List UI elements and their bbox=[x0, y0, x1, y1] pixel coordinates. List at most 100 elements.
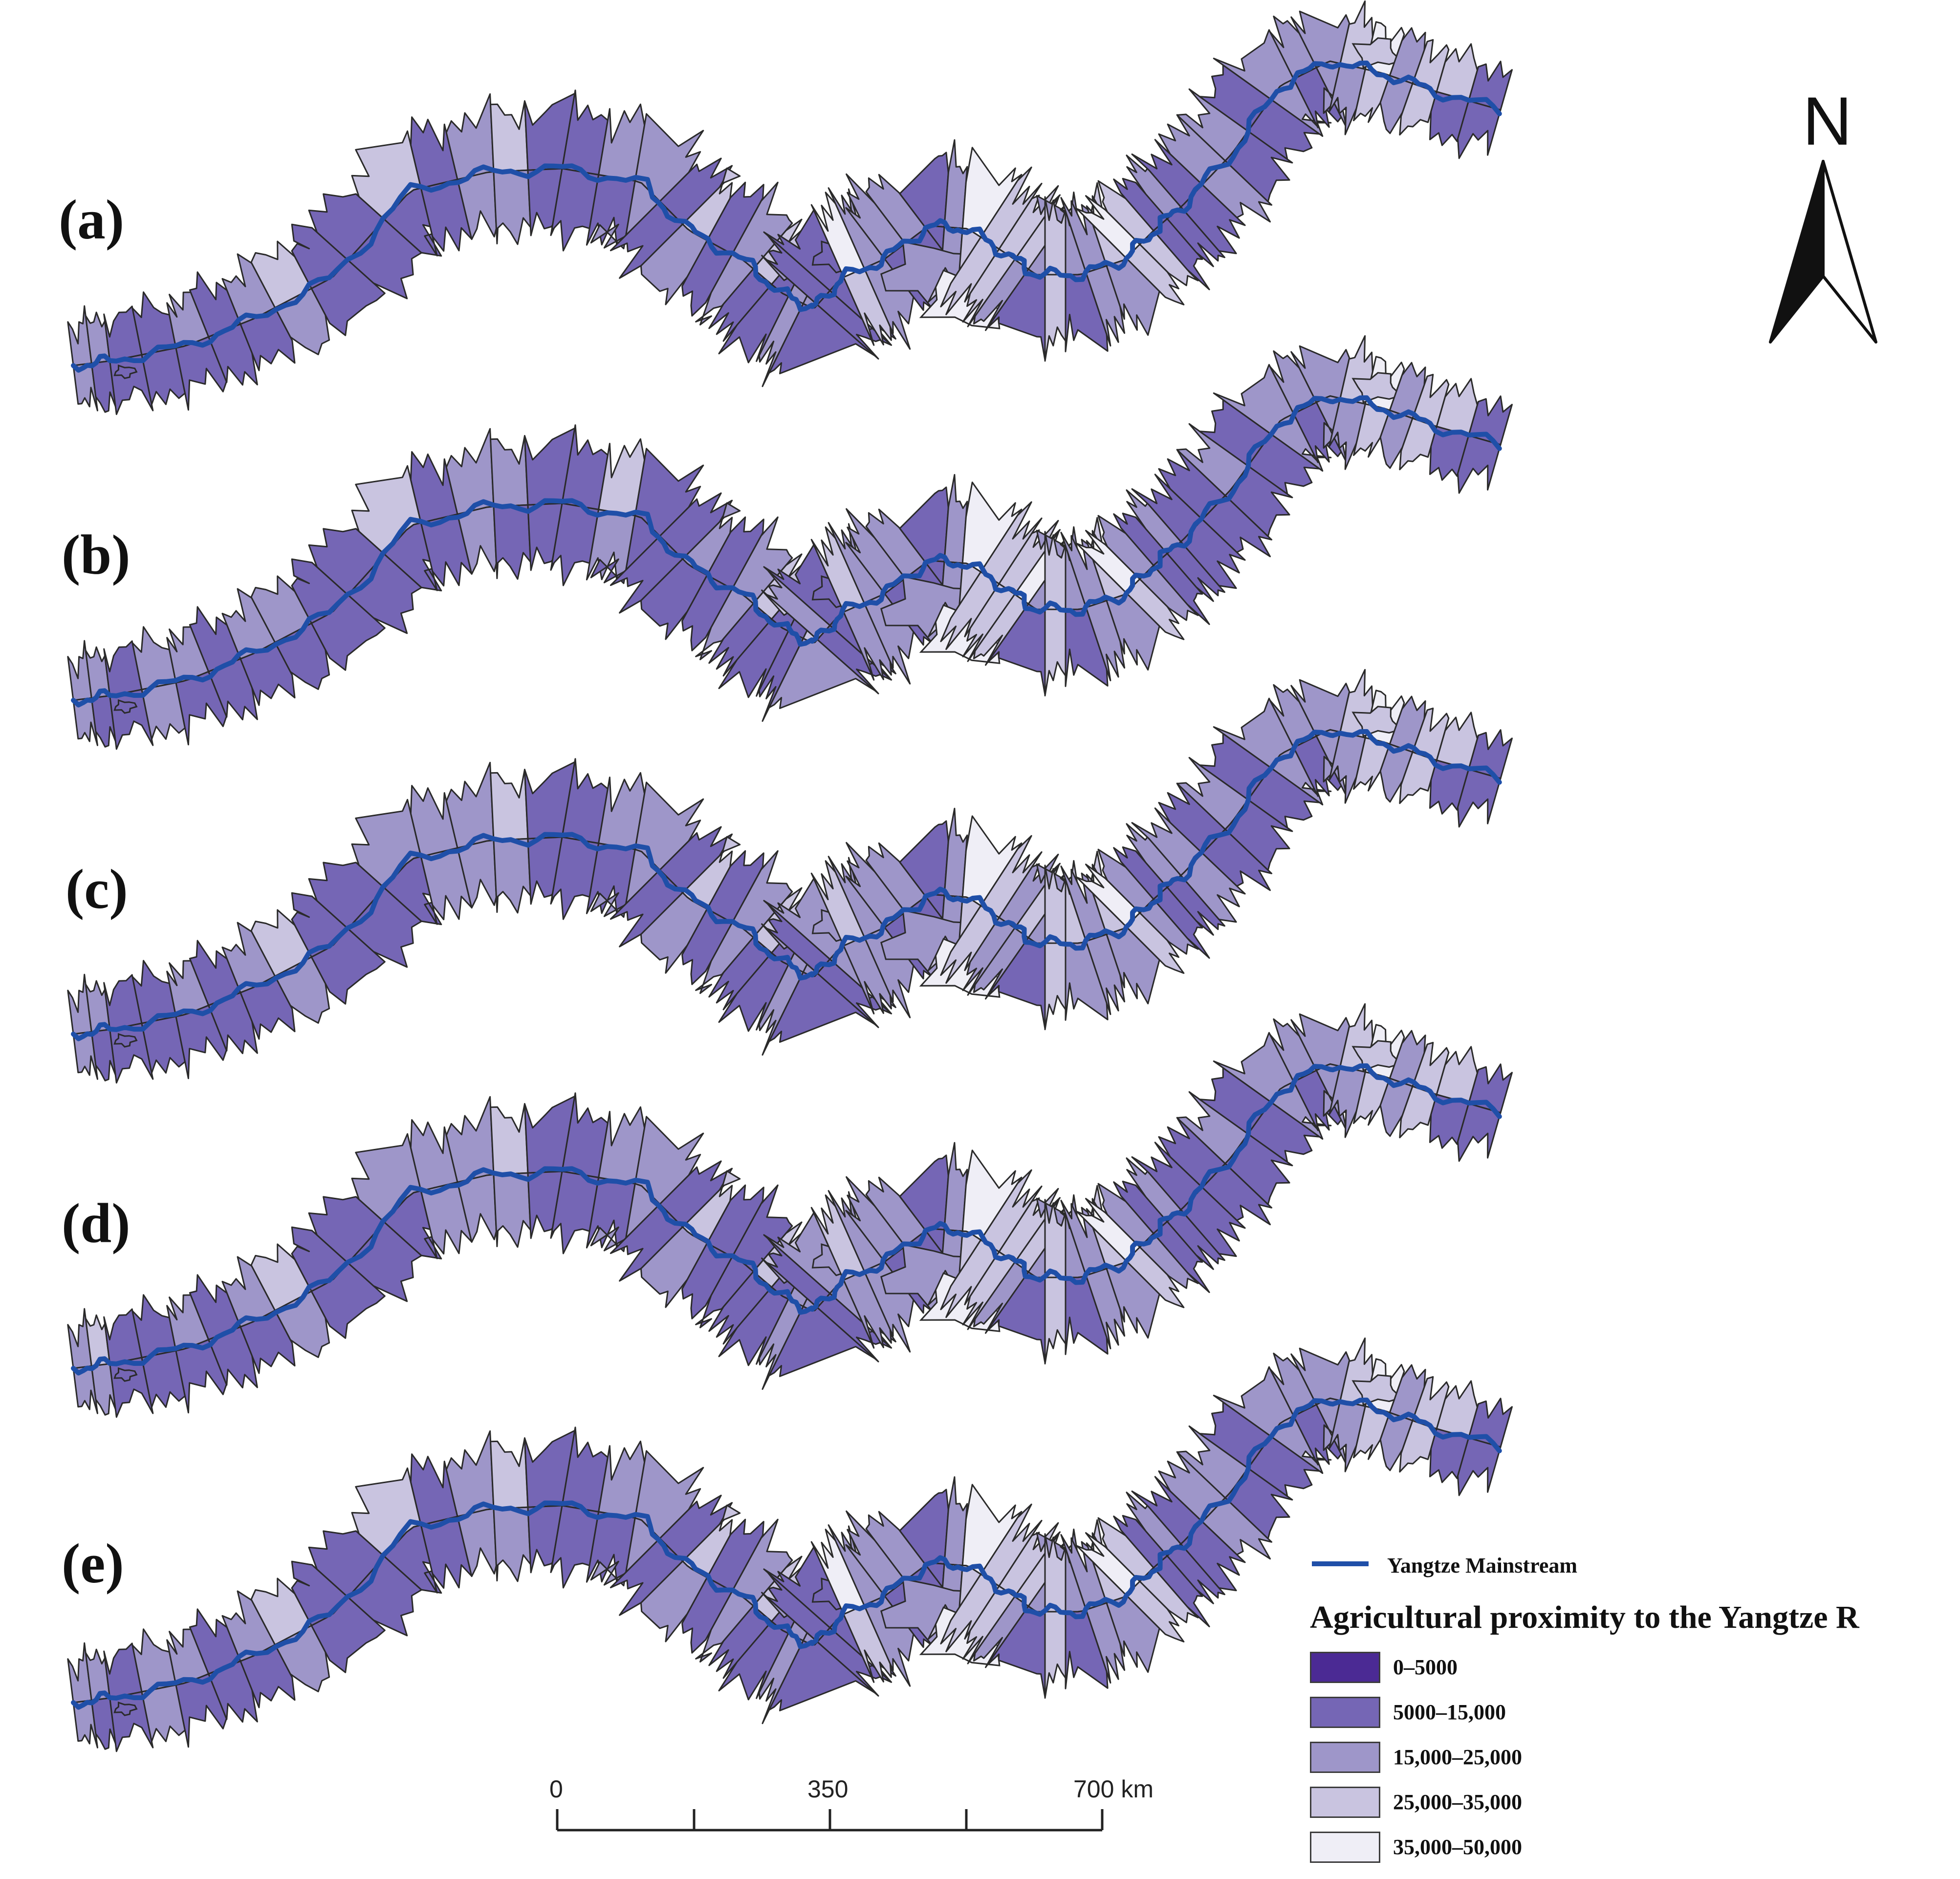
map-panel bbox=[67, 669, 1513, 1084]
legend-label: 0–5000 bbox=[1393, 1655, 1458, 1679]
legend-swatch bbox=[1310, 1652, 1380, 1683]
county-polygon bbox=[1201, 160, 1273, 223]
legend-river-label: Yangtze Mainstream bbox=[1387, 1554, 1577, 1577]
county-polygon bbox=[708, 603, 773, 677]
county-polygon bbox=[493, 1506, 531, 1582]
county-polygon bbox=[1201, 1497, 1273, 1560]
county-polygon bbox=[973, 593, 1029, 666]
legend-label: 5000–15,000 bbox=[1393, 1700, 1506, 1724]
county-polygon bbox=[1044, 1611, 1067, 1699]
county-polygon bbox=[240, 975, 296, 1040]
county-polygon bbox=[113, 1701, 138, 1716]
county-polygon bbox=[973, 1596, 1029, 1668]
county-polygon bbox=[973, 259, 1029, 331]
county-polygon bbox=[490, 1103, 529, 1175]
county-polygon bbox=[1201, 1163, 1273, 1226]
county-polygon bbox=[1351, 1040, 1403, 1072]
legend-swatch bbox=[1310, 1697, 1380, 1728]
map-panel bbox=[67, 1337, 1513, 1752]
yangtze-river-line bbox=[71, 1397, 1502, 1710]
yangtze-river-line bbox=[71, 729, 1502, 1041]
county-polygon bbox=[1201, 495, 1273, 558]
panel-label-b: (b) bbox=[62, 524, 131, 586]
north-arrow-icon bbox=[1769, 160, 1877, 344]
yangtze-river-line bbox=[71, 1063, 1502, 1376]
county-polygon bbox=[1044, 274, 1067, 362]
map-panel bbox=[67, 335, 1513, 750]
scale-bar-icon bbox=[556, 1809, 1104, 1832]
panel-label-c: (c) bbox=[65, 858, 128, 920]
county-polygon bbox=[1429, 91, 1470, 146]
legend-item-class-1: 0–5000 bbox=[1310, 1652, 1633, 1683]
county-polygon bbox=[681, 574, 733, 651]
county-polygon bbox=[72, 697, 98, 746]
county-polygon bbox=[113, 1367, 138, 1382]
panel-label-a: (a) bbox=[59, 189, 125, 251]
county-polygon bbox=[240, 1310, 296, 1374]
county-polygon bbox=[493, 504, 531, 580]
legend-swatch bbox=[1310, 1742, 1380, 1773]
county-polygon bbox=[1351, 706, 1403, 737]
county-polygon bbox=[681, 239, 733, 317]
county-polygon bbox=[1201, 828, 1273, 891]
county-polygon bbox=[1044, 942, 1067, 1031]
legend-item-class-5: 35,000–50,000 bbox=[1310, 1832, 1633, 1863]
county-polygon bbox=[240, 642, 296, 706]
scale-label-700: 700 km bbox=[1073, 1775, 1154, 1803]
county-polygon bbox=[1457, 768, 1502, 828]
county-polygon bbox=[1429, 759, 1470, 815]
county-polygon bbox=[973, 927, 1029, 1000]
legend-item-class-3: 15,000–25,000 bbox=[1310, 1742, 1633, 1773]
county-polygon bbox=[681, 1577, 733, 1654]
scale-label-350: 350 bbox=[807, 1775, 849, 1803]
county-polygon bbox=[1429, 1094, 1470, 1149]
north-arrow-dark-half bbox=[1769, 160, 1825, 344]
county-polygon bbox=[708, 268, 773, 342]
legend-swatch bbox=[1310, 1787, 1380, 1818]
county-polygon bbox=[493, 1172, 531, 1248]
legend-item-class-2: 5000–15,000 bbox=[1310, 1697, 1633, 1728]
county-polygon bbox=[72, 362, 98, 411]
county-polygon bbox=[1429, 426, 1470, 481]
panel-label-d: (d) bbox=[62, 1192, 131, 1254]
legend-label: 25,000–35,000 bbox=[1393, 1790, 1522, 1814]
north-arrow-light-half bbox=[1822, 160, 1877, 344]
county-polygon bbox=[490, 769, 529, 841]
county-polygon bbox=[240, 1644, 296, 1708]
yangtze-river-line bbox=[71, 395, 1502, 708]
scale-label-0: 0 bbox=[549, 1775, 563, 1803]
county-polygon bbox=[1429, 1428, 1470, 1483]
legend-item-class-4: 25,000–35,000 bbox=[1310, 1787, 1633, 1818]
county-polygon bbox=[1351, 372, 1403, 404]
county-polygon bbox=[113, 699, 138, 714]
county-polygon bbox=[708, 936, 773, 1011]
county-polygon bbox=[490, 1437, 529, 1510]
county-polygon bbox=[1457, 1437, 1502, 1496]
county-polygon bbox=[240, 307, 296, 371]
county-polygon bbox=[1351, 37, 1403, 69]
county-polygon bbox=[973, 1261, 1029, 1334]
county-polygon bbox=[1457, 434, 1502, 494]
north-label: N bbox=[1803, 83, 1852, 159]
legend-label: 15,000–25,000 bbox=[1393, 1745, 1522, 1769]
county-polygon bbox=[1457, 1102, 1502, 1162]
yangtze-river-line bbox=[71, 60, 1502, 373]
county-polygon bbox=[493, 169, 531, 245]
county-polygon bbox=[708, 1271, 773, 1345]
county-polygon bbox=[72, 1031, 98, 1080]
county-polygon bbox=[113, 364, 138, 379]
county-polygon bbox=[681, 908, 733, 985]
county-polygon bbox=[1044, 608, 1067, 697]
county-polygon bbox=[72, 1699, 98, 1749]
legend-title: Agricultural proximity to the Yangtze R bbox=[1310, 1599, 1859, 1635]
county-polygon bbox=[490, 100, 529, 173]
map-panel bbox=[67, 1003, 1513, 1418]
map-panel bbox=[67, 0, 1513, 415]
panel-label-e: (e) bbox=[62, 1533, 124, 1595]
county-polygon bbox=[1044, 1276, 1067, 1365]
county-polygon bbox=[490, 435, 529, 507]
county-polygon bbox=[708, 1605, 773, 1679]
legend-swatch bbox=[1310, 1832, 1380, 1863]
county-polygon bbox=[1457, 100, 1502, 159]
